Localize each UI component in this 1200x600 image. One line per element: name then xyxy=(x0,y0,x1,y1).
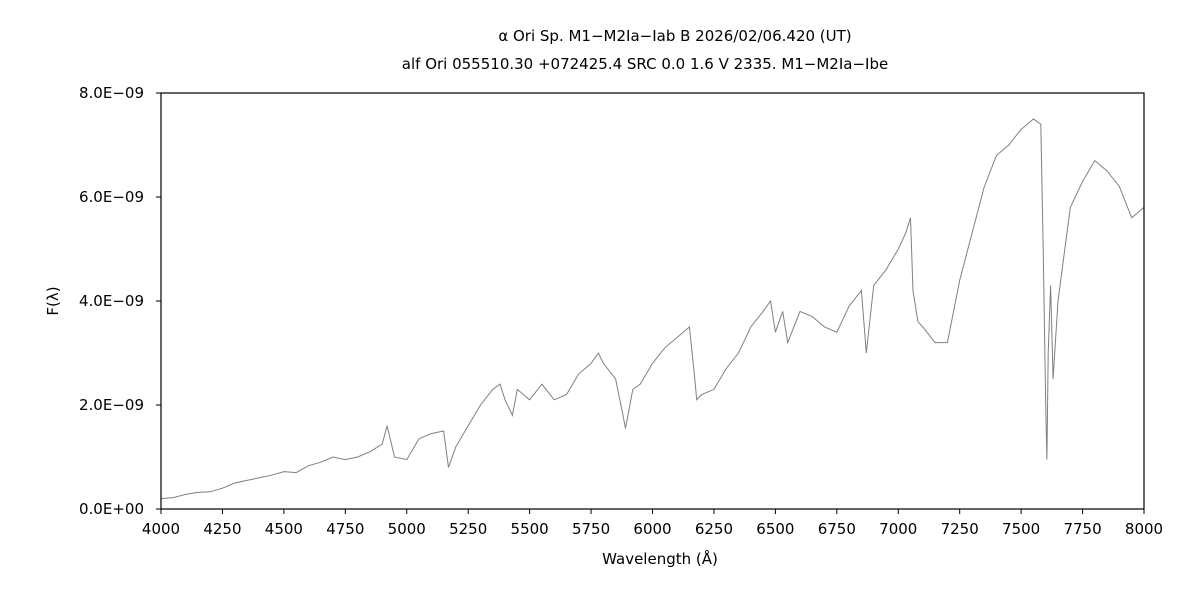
x-tick-label: 4000 xyxy=(142,520,180,538)
y-tick-label: 0.0E+00 xyxy=(79,500,144,518)
x-tick-label: 6750 xyxy=(818,520,856,538)
x-tick-label: 7500 xyxy=(1002,520,1040,538)
x-tick-label: 7250 xyxy=(941,520,979,538)
spectrum-series-line xyxy=(160,118,1145,500)
x-tick-label: 6500 xyxy=(756,520,794,538)
chart-title: α Ori Sp. M1−M2Ia−Iab B 2026/02/06.420 (… xyxy=(498,27,851,45)
y-axis-ticks: 0.0E+00 2.0E−09 4.0E−09 6.0E−09 8.0E−09 xyxy=(79,84,161,518)
chart-subtitle: alf Ori 055510.30 +072425.4 SRC 0.0 1.6 … xyxy=(402,55,888,73)
x-tick-label: 6000 xyxy=(633,520,671,538)
x-tick-label: 5750 xyxy=(572,520,610,538)
plot-area-frame xyxy=(160,92,1145,510)
x-tick-label: 5250 xyxy=(449,520,487,538)
x-tick-label: 4250 xyxy=(203,520,241,538)
x-axis-ticks: 4000 4250 4500 4750 5000 5250 5500 5750 6000 6250… xyxy=(142,509,1163,538)
x-tick-label: 5000 xyxy=(388,520,426,538)
x-tick-label: 8000 xyxy=(1125,520,1163,538)
y-tick-label: 6.0E−09 xyxy=(79,188,144,206)
x-tick-label: 4750 xyxy=(326,520,364,538)
y-tick-label: 2.0E−09 xyxy=(79,396,144,414)
x-axis-label: Wavelength (Å) xyxy=(602,549,718,568)
y-tick-label: 4.0E−09 xyxy=(79,292,144,310)
x-tick-label: 6250 xyxy=(695,520,733,538)
y-tick-label: 8.0E−09 xyxy=(79,84,144,102)
x-tick-label: 7750 xyxy=(1063,520,1101,538)
y-axis-label: F(λ) xyxy=(44,286,62,315)
x-tick-label: 5500 xyxy=(511,520,549,538)
x-tick-label: 4500 xyxy=(265,520,303,538)
x-tick-label: 7000 xyxy=(879,520,917,538)
